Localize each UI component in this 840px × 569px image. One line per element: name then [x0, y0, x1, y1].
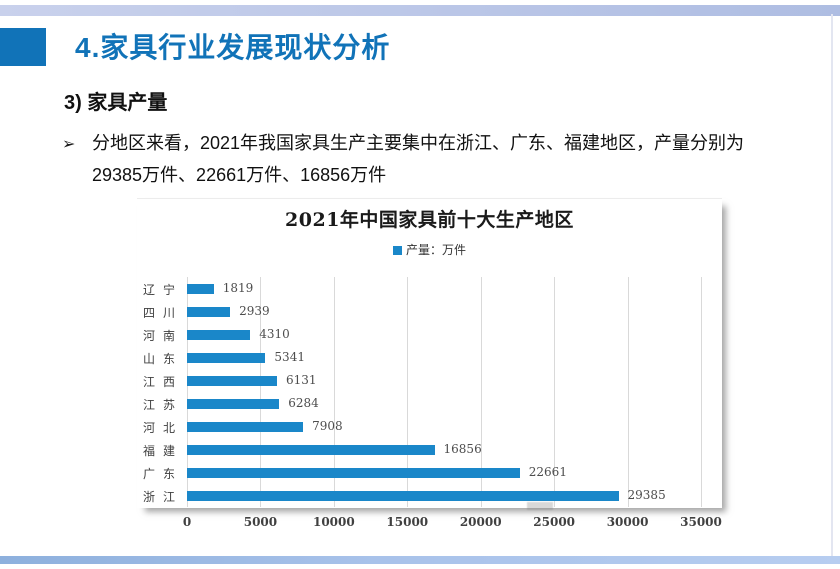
- value-label: 6284: [288, 396, 319, 410]
- chart-bar-row: 辽宁 1819: [137, 277, 722, 300]
- bullet-text: 分地区来看，2021年我国家具生产主要集中在浙江、广东、福建地区，产量分别为 2…: [92, 133, 745, 185]
- category-label: 江西: [143, 375, 184, 389]
- gridline: [480, 277, 482, 507]
- bar: [187, 399, 280, 409]
- category-label: 辽宁: [143, 283, 184, 297]
- category-label: 浙江: [143, 490, 184, 504]
- gridline: [554, 277, 556, 507]
- chart-gridlines: [187, 277, 707, 507]
- chart-bar-row: 山东 5341: [137, 346, 722, 369]
- value-label: 2939: [239, 304, 270, 318]
- gridline: [627, 277, 629, 507]
- category-label: 四川: [143, 306, 184, 320]
- value-label: 5341: [274, 350, 305, 364]
- page-title: 4.家具行业发展现状分析: [75, 32, 391, 63]
- chart-plot: 辽宁 1819 四川 2939 河南 4310 山东 5341 江西 6131 江苏 6284 河北 79…: [137, 277, 722, 507]
- legend-swatch-icon: [392, 246, 402, 255]
- chart-bar-row: 江西 6131: [137, 369, 722, 392]
- chart-bar-row: 河北 7908: [137, 415, 722, 438]
- value-label: 4310: [259, 327, 290, 341]
- chart-bar-row: 江苏 6284: [137, 392, 722, 415]
- gridline: [333, 277, 335, 507]
- chart-bar-row: 四川 2939: [137, 300, 722, 323]
- x-axis-tick-label: 30000: [606, 515, 649, 529]
- category-label: 广东: [143, 467, 184, 481]
- bullet-arrow-icon: ➢: [62, 136, 76, 153]
- chart-title: 2021年中国家具前十大生产地区: [285, 209, 574, 231]
- value-label: 22661: [528, 465, 567, 479]
- x-axis-tick-label: 25000: [533, 515, 576, 529]
- bar: [187, 330, 251, 340]
- category-label: 河北: [143, 421, 184, 435]
- category-label: 山东: [143, 352, 184, 366]
- bar: [187, 353, 266, 363]
- watermark-artifact: [527, 502, 553, 510]
- gridline: [407, 277, 409, 507]
- chart-bar-row: 广东 22661: [137, 461, 722, 484]
- section-heading: 3) 家具产量: [64, 92, 168, 114]
- x-axis-tick-label: 5000: [243, 515, 278, 529]
- bar-chart: 2021年中国家具前十大生产地区 产量：万件 辽宁 1819 四川 2939 河南 431…: [137, 198, 722, 534]
- bar: [187, 468, 520, 478]
- x-axis-tick-label: 35000: [680, 515, 722, 529]
- right-decor-line: [831, 14, 833, 557]
- bar: [187, 422, 304, 432]
- bar: [187, 376, 278, 386]
- chart-bar-row: 浙江 29385: [137, 484, 722, 507]
- value-label: 6131: [286, 373, 317, 387]
- x-axis-tick-label: 20000: [459, 515, 502, 529]
- chart-rows: 辽宁 1819 四川 2939 河南 4310 山东 5341 江西 6131 江苏 6284 河北 79…: [137, 277, 722, 507]
- value-label: 7908: [312, 419, 343, 433]
- bar: [187, 445, 435, 455]
- chart-body: 2021年中国家具前十大生产地区 产量：万件 辽宁 1819 四川 2939 河南 431…: [137, 198, 722, 510]
- chart-bar-row: 福建 16856: [137, 438, 722, 461]
- x-axis-tick-label: 15000: [386, 515, 429, 529]
- legend-label: 产量：万件: [405, 243, 466, 257]
- top-decor-strip: [0, 5, 840, 16]
- value-label: 1819: [222, 281, 254, 295]
- chart-x-axis: 0 5000 10000 15000 20000 25000 30000 35000: [137, 510, 722, 532]
- bar: [187, 284, 214, 294]
- title-accent-square: [0, 28, 46, 66]
- bar: [187, 307, 231, 317]
- value-label: 29385: [627, 488, 666, 502]
- chart-legend: 产量：万件: [137, 241, 722, 258]
- value-label: 16856: [443, 442, 482, 456]
- bar: [187, 491, 619, 501]
- x-axis-tick-label: 10000: [312, 515, 355, 529]
- gridline: [260, 277, 262, 507]
- bottom-decor-strip: [0, 556, 840, 564]
- gridline: [187, 277, 188, 507]
- category-label: 河南: [143, 329, 184, 343]
- chart-bar-row: 河南 4310: [137, 323, 722, 346]
- category-label: 江苏: [143, 398, 184, 412]
- gridline: [701, 277, 702, 507]
- category-label: 福建: [143, 444, 184, 458]
- x-axis-tick-label: 0: [182, 515, 192, 529]
